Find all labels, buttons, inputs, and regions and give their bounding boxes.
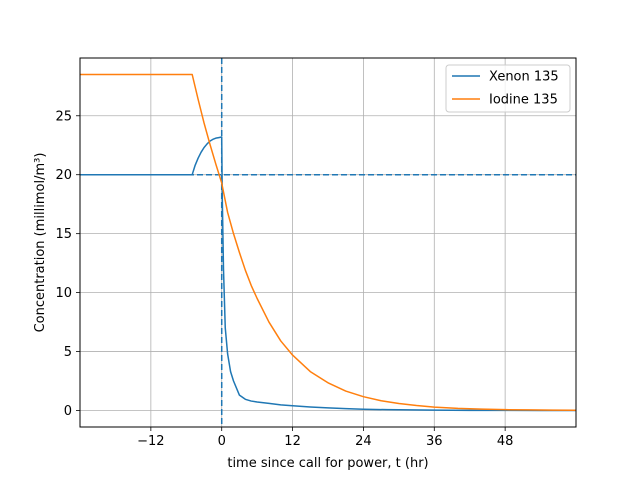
y-axis-label: Concentration (millimol/m³) (33, 153, 48, 333)
series (80, 73, 576, 412)
x-axis-label: time since call for power, t (hr) (227, 456, 428, 471)
legend: Xenon 135 Iodine 135 (445, 64, 571, 113)
legend-label-xenon-135: Xenon 135 (489, 70, 559, 85)
y-tick-label: 10 (55, 286, 72, 301)
x-tick-label: 0 (218, 434, 226, 449)
x-tick-label: 48 (497, 434, 514, 449)
axes-frame (79, 57, 577, 428)
x-tick-label: 24 (355, 434, 372, 449)
y-tick-label: 5 (64, 345, 72, 360)
y-tick-label: 15 (55, 227, 72, 242)
y-tick-label: 0 (64, 404, 72, 419)
x-tick-label: −12 (137, 434, 164, 449)
series-line-iodine-135 (80, 73, 576, 412)
x-tick-label: 36 (426, 434, 443, 449)
ticks: −12 0 12 24 36 48 0 5 10 15 20 25 (55, 109, 513, 449)
y-tick-label: 20 (55, 168, 72, 183)
series-line-xenon-135 (80, 136, 576, 412)
legend-label-iodine-135: Iodine 135 (489, 93, 558, 108)
x-tick-label: 12 (284, 434, 301, 449)
y-tick-label: 25 (55, 109, 72, 124)
